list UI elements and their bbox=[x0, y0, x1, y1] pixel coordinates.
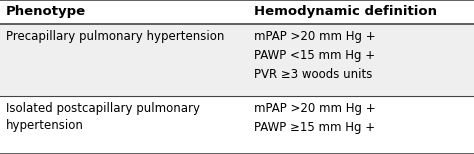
Bar bbox=[0, 24, 474, 96]
Bar bbox=[0, 0, 474, 24]
Text: Phenotype: Phenotype bbox=[6, 5, 86, 18]
Text: mPAP >20 mm Hg +
PAWP <15 mm Hg +
PVR ≥3 woods units: mPAP >20 mm Hg + PAWP <15 mm Hg + PVR ≥3… bbox=[254, 30, 375, 81]
Text: Precapillary pulmonary hypertension: Precapillary pulmonary hypertension bbox=[6, 30, 224, 43]
Text: Isolated postcapillary pulmonary
hypertension: Isolated postcapillary pulmonary hyperte… bbox=[6, 102, 200, 132]
Text: Hemodynamic definition: Hemodynamic definition bbox=[254, 5, 437, 18]
Bar bbox=[0, 96, 474, 154]
Text: mPAP >20 mm Hg +
PAWP ≥15 mm Hg +: mPAP >20 mm Hg + PAWP ≥15 mm Hg + bbox=[254, 102, 375, 134]
